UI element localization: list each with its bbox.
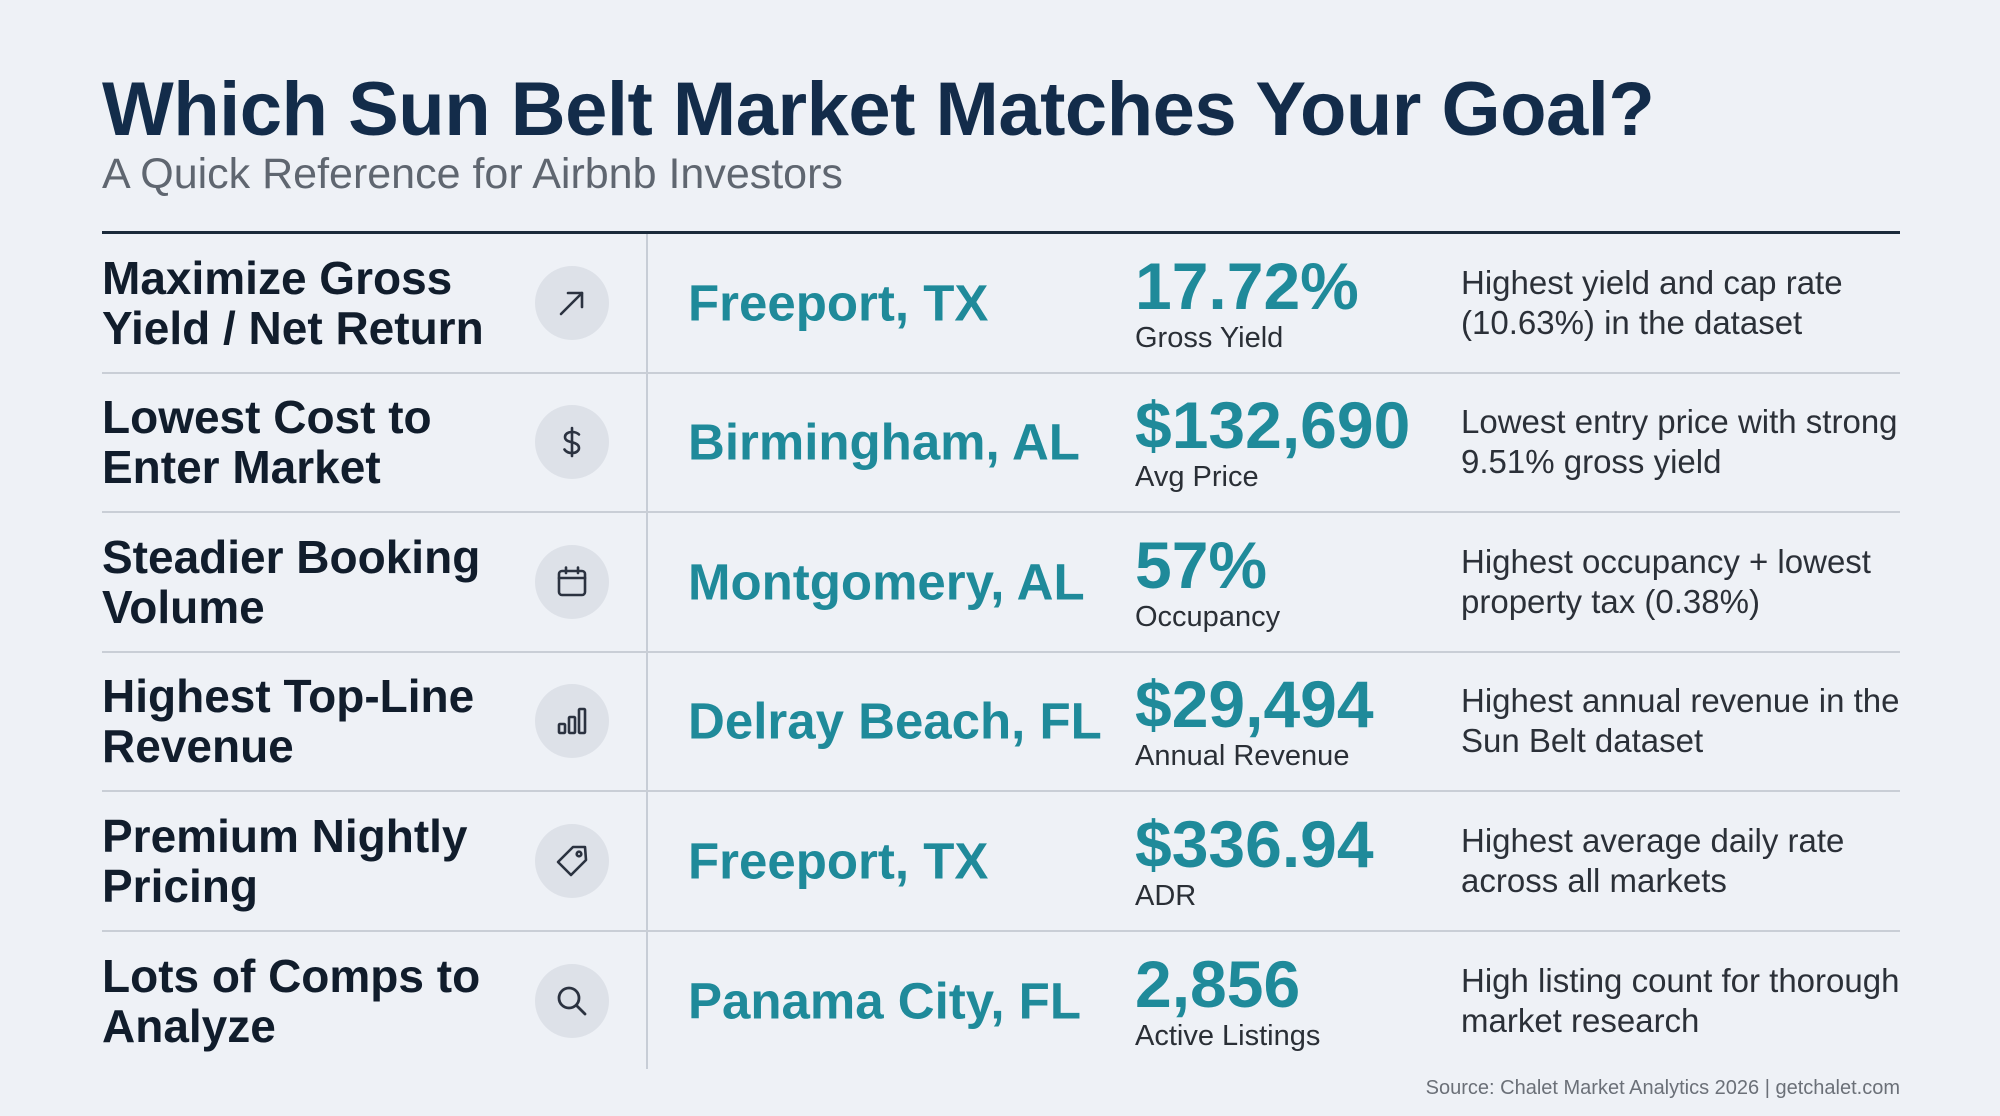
market-name: Panama City, FL — [688, 972, 1081, 1030]
goal-label: Steadier Booking Volume — [102, 530, 481, 633]
metric-block: 17.72% Gross Yield — [1135, 251, 1435, 355]
dollar-icon — [535, 405, 609, 480]
row-note: High listing count for thorough market r… — [1461, 962, 1900, 1040]
market-name: Freeport, TX — [688, 274, 989, 332]
table-row: Lots of Comps to Analyze Panama City, FL… — [102, 932, 1900, 1072]
bar-chart-icon — [535, 684, 609, 759]
metric-block: 57% Occupancy — [1135, 530, 1435, 634]
row-note: Highest yield and cap rate (10.63%) in t… — [1461, 263, 1843, 341]
market-name: Freeport, TX — [688, 832, 989, 890]
metric-block: $336.94 ADR — [1135, 809, 1435, 913]
metric-value: $336.94 — [1135, 806, 1374, 881]
metric-value: 2,856 — [1135, 947, 1301, 1022]
table-row: Highest Top-Line Revenue Delray Beach, F… — [102, 653, 1900, 792]
goal-label: Highest Top-Line Revenue — [102, 670, 475, 773]
goal-table: Maximize Gross Yield / Net Return Freepo… — [102, 234, 1900, 1071]
table-row: Maximize Gross Yield / Net Return Freepo… — [102, 234, 1900, 374]
goal-label: Lowest Cost to Enter Market — [102, 391, 432, 494]
metric-value: $29,494 — [1135, 667, 1374, 742]
metric-label: Active Listings — [1135, 1020, 1321, 1053]
calendar-icon — [535, 544, 609, 619]
price-tag-icon — [535, 823, 609, 898]
metric-label: Occupancy — [1135, 600, 1281, 633]
page-subtitle: A Quick Reference for Airbnb Investors — [102, 150, 843, 198]
metric-label: Annual Revenue — [1135, 740, 1350, 773]
goal-label: Lots of Comps to Analyze — [102, 950, 481, 1053]
metric-label: ADR — [1135, 879, 1197, 912]
market-name: Delray Beach, FL — [688, 692, 1102, 750]
search-icon — [535, 964, 609, 1039]
metric-value: 57% — [1135, 527, 1268, 602]
market-name: Montgomery, AL — [688, 553, 1085, 611]
metric-block: $29,494 Annual Revenue — [1135, 669, 1435, 773]
metric-block: $132,690 Avg Price — [1135, 390, 1435, 494]
row-note: Highest annual revenue in the Sun Belt d… — [1461, 682, 1900, 760]
infographic: Which Sun Belt Market Matches Your Goal?… — [102, 0, 1900, 1116]
header-divider — [102, 231, 1900, 234]
row-note: Highest average daily rate across all ma… — [1461, 821, 1845, 899]
row-note: Highest occupancy + lowest property tax … — [1461, 542, 1871, 620]
table-row: Steadier Booking Volume Montgomery, AL 5… — [102, 513, 1900, 653]
metric-label: Avg Price — [1135, 461, 1259, 494]
table-row: Premium Nightly Pricing Freeport, TX $33… — [102, 792, 1900, 932]
metric-value: $132,690 — [1135, 388, 1411, 463]
metric-value: 17.72% — [1135, 248, 1359, 323]
table-row: Lowest Cost to Enter Market Birmingham, … — [102, 374, 1900, 513]
row-note: Lowest entry price with strong 9.51% gro… — [1461, 403, 1898, 481]
trend-arrow-icon — [535, 265, 609, 340]
metric-block: 2,856 Active Listings — [1135, 949, 1435, 1053]
goal-label: Premium Nightly Pricing — [102, 809, 468, 912]
page-title: Which Sun Belt Market Matches Your Goal? — [102, 67, 1655, 152]
source-credit: Source: Chalet Market Analytics 2026 | g… — [1425, 1077, 1900, 1099]
goal-label: Maximize Gross Yield / Net Return — [102, 251, 484, 354]
metric-label: Gross Yield — [1135, 321, 1284, 354]
market-name: Birmingham, AL — [688, 413, 1080, 471]
